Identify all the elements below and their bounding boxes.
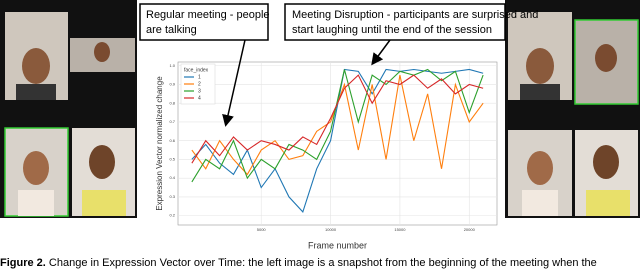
y-tick-label: 0.5	[169, 156, 175, 161]
annotation-box	[284, 3, 506, 41]
series-line	[191, 68, 484, 213]
right-tiles	[505, 0, 640, 218]
chart: 0.2 0.3 0.4 0.5 0.6 0.7 0.8 0.9 1.0 5000 10000 1500…	[155, 61, 498, 250]
legend-title: face_index	[184, 67, 209, 73]
caption: Figure 2. Change in Expression Vector ov…	[0, 257, 597, 269]
y-tick-label: 0.2	[169, 213, 175, 218]
x-tick-label: 15000	[394, 227, 406, 232]
y-tick-label: 0.7	[169, 119, 175, 124]
arrow	[371, 39, 391, 66]
series-line	[191, 68, 484, 183]
x-tick-label: 10000	[325, 227, 337, 232]
caption-label: Figure 2.	[0, 257, 46, 269]
y-tick-label: 0.8	[169, 100, 175, 105]
annotation: are talking	[146, 24, 197, 36]
x-axis-label: Frame number	[308, 240, 367, 250]
left-tiles	[0, 0, 137, 218]
caption-text: Change in Expression Vector over Time: t…	[49, 257, 597, 269]
annotation-box	[139, 3, 269, 41]
x-tick-label: 20000	[464, 227, 476, 232]
y-tick-label: 0.9	[169, 82, 175, 87]
legend-label: 1	[198, 74, 201, 80]
annotation: start laughing until the end of the sess…	[292, 24, 492, 36]
y-tick-label: 0.3	[169, 194, 175, 199]
plot-area	[177, 61, 498, 226]
arrow	[222, 39, 246, 127]
annotation: Meeting Disruption - participants are su…	[292, 9, 538, 21]
annotation: Regular meeting - people	[146, 9, 270, 21]
legend-label: 3	[198, 88, 201, 94]
y-tick-label: 1.0	[169, 63, 175, 68]
legend-label: 4	[198, 95, 201, 101]
legend-label: 2	[198, 81, 201, 87]
series-line	[191, 74, 484, 164]
y-tick-label: 0.6	[169, 138, 175, 143]
y-axis-label: Expression Vector normalized change	[155, 76, 164, 211]
x-tick-label: 5000	[257, 227, 267, 232]
y-tick-label: 0.4	[169, 175, 175, 180]
